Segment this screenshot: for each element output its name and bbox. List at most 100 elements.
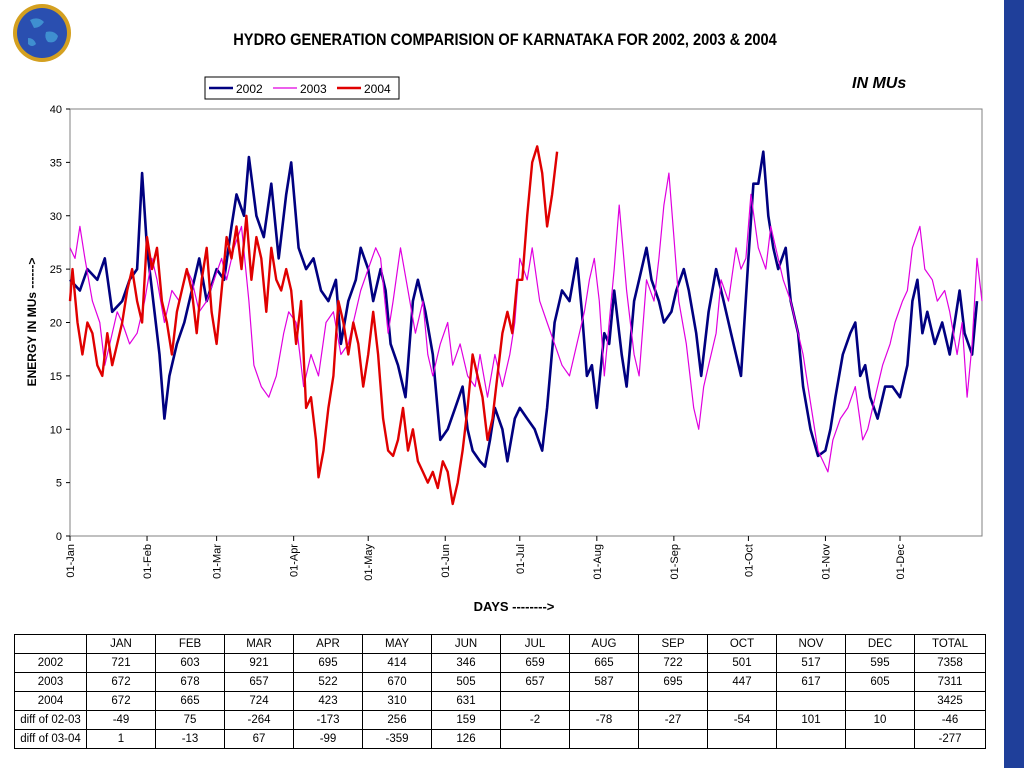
table-cell: -13 [155,729,225,749]
table-cell: -54 [707,710,777,730]
table-header-cell: NOV [776,634,846,654]
table-cell [776,691,846,711]
table-cell [707,729,777,749]
units-label: IN MUs [852,75,907,92]
table-header-cell: MAY [362,634,432,654]
table-cell [500,729,570,749]
table-header-cell: OCT [707,634,777,654]
legend-label: 2004 [364,82,391,96]
legend-label: 2002 [236,82,263,96]
table-cell: 721 [86,653,156,673]
table-cell: 3425 [914,691,986,711]
table-cell: 256 [362,710,432,730]
table-cell: 657 [500,672,570,692]
table-cell: 10 [845,710,915,730]
x-tick-label: 01-Jan [65,544,77,578]
x-tick-label: 01-Sep [669,544,681,579]
legend-label: 2003 [300,82,327,96]
x-tick-label: 01-Oct [743,544,755,577]
table-cell: 631 [431,691,501,711]
table-cell: -359 [362,729,432,749]
table-cell: 517 [776,653,846,673]
table-cell: 678 [155,672,225,692]
series-line-2004 [68,145,559,506]
table-header-cell: JUN [431,634,501,654]
y-tick-label: 40 [50,104,62,116]
table-cell: 672 [86,672,156,692]
table-cell [845,691,915,711]
table-cell: 670 [362,672,432,692]
table-cell: 423 [293,691,363,711]
chart-legend: 2002 2003 2004 [204,76,400,100]
table-cell: 695 [293,653,363,673]
table-cell: -277 [914,729,986,749]
x-tick-label: 01-Dec [895,544,907,580]
table-header-cell: AUG [569,634,639,654]
table-header-cell: SEP [638,634,708,654]
table-cell: 67 [224,729,294,749]
table-cell: diff of 02-03 [14,710,87,730]
table-cell: diff of 03-04 [14,729,87,749]
table-cell: 2004 [14,691,87,711]
table-cell: 7358 [914,653,986,673]
table-header-cell: TOTAL [914,634,986,654]
table-cell: -264 [224,710,294,730]
series-line-2002 [69,150,979,468]
table-cell: 617 [776,672,846,692]
table-cell: -99 [293,729,363,749]
table-cell: 595 [845,653,915,673]
x-axis-label: DAYS --------> [474,599,555,614]
table-cell: 522 [293,672,363,692]
x-tick-label: 01-Aug [592,544,604,579]
hydro-line-chart: 0 5 10 15 20 25 30 35 40 01-Jan 01-Feb 01-Mar 01-Ap… [25,76,983,614]
x-tick-label: 01-Apr [289,544,301,577]
table-cell [638,691,708,711]
table-header-cell: DEC [845,634,915,654]
plot-area [69,108,983,537]
globe-logo-icon [13,4,71,62]
x-tick-label: 01-Nov [820,544,832,580]
table-cell: 2003 [14,672,87,692]
series-line-2003 [69,172,983,473]
table-cell: -46 [914,710,986,730]
table-cell [776,729,846,749]
table-cell: -2 [500,710,570,730]
table-cell: 659 [500,653,570,673]
table-header-cell: JAN [86,634,156,654]
y-tick-label: 25 [50,264,62,276]
table-header-cell [14,634,87,654]
x-tick-label: 01-Feb [142,544,154,579]
table-cell: 665 [155,691,225,711]
y-tick-label: 5 [56,478,62,490]
table-cell: 75 [155,710,225,730]
table-cell: 603 [155,653,225,673]
table-row: diff of 02-03 -49 75 -264 -173 256 159 -2 -78 -27… [14,710,986,730]
table-header-cell: JUL [500,634,570,654]
x-tick-label: 01-May [363,544,375,581]
table-cell [845,729,915,749]
table-cell: -78 [569,710,639,730]
table-cell: 665 [569,653,639,673]
table-cell: 346 [431,653,501,673]
table-row: diff of 03-04 1 -13 67 -99 -359 126 -277 [14,729,986,749]
table-cell: 587 [569,672,639,692]
table-cell: -27 [638,710,708,730]
table-row: 2004 672 665 724 423 310 631 3425 [14,691,986,711]
table-header-cell: MAR [224,634,294,654]
table-cell: 722 [638,653,708,673]
y-tick-label: 35 [50,157,62,169]
table-cell: 2002 [14,653,87,673]
table-cell [500,691,570,711]
table-cell: 1 [86,729,156,749]
table-row: 2003 672 678 657 522 670 505 657 587 695 447 617 605… [14,672,986,692]
page-title: HYDRO GENERATION COMPARISION OF KARNATAK… [233,30,777,49]
y-tick-label: 20 [50,318,62,330]
table-cell [707,691,777,711]
table-cell: 126 [431,729,501,749]
table-cell: 657 [224,672,294,692]
table-cell: 605 [845,672,915,692]
y-axis-label: ENERGY IN MUs ------> [25,258,39,387]
x-tick-label: 01-Jul [515,544,527,574]
table-header-cell: FEB [155,634,225,654]
table-cell: 501 [707,653,777,673]
